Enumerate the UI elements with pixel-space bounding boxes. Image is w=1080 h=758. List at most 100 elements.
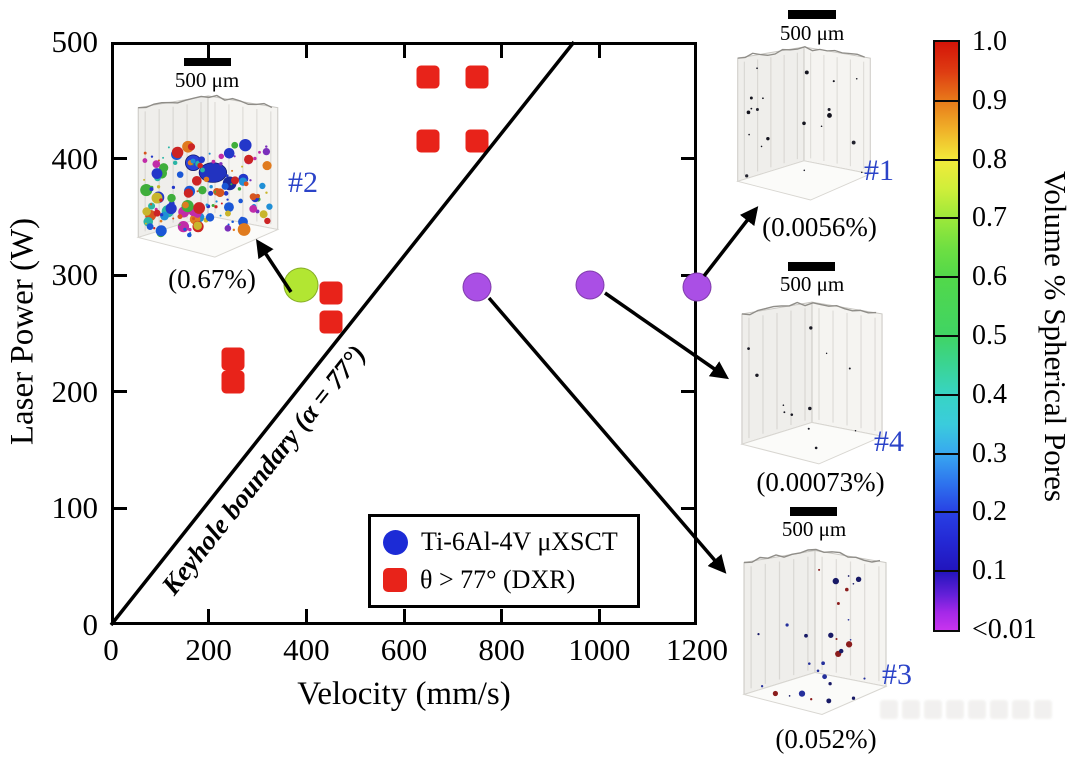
data-point-square	[221, 347, 245, 371]
pore	[783, 411, 786, 414]
pore	[755, 373, 759, 378]
pore	[200, 167, 205, 173]
pore	[265, 191, 268, 194]
legend: Ti-6Al-4V μXSCT θ > 77° (DXR)	[368, 514, 640, 608]
pore	[855, 576, 862, 582]
y-tick-label: 100	[51, 490, 99, 526]
x-tick	[500, 609, 504, 622]
x-tick-label: 0	[103, 632, 119, 667]
pore	[211, 203, 215, 207]
pore	[153, 209, 161, 217]
pore	[156, 185, 161, 189]
pore	[861, 171, 863, 174]
data-point-square	[465, 65, 489, 89]
pore	[808, 662, 811, 665]
pore	[143, 151, 147, 155]
y-tick-label: 200	[51, 373, 99, 409]
y-tick-label: 0	[82, 607, 99, 642]
pore	[198, 185, 207, 195]
data-point-square	[319, 281, 343, 305]
pore	[838, 648, 844, 654]
pore	[832, 80, 835, 83]
pore	[191, 175, 202, 186]
pore	[810, 698, 813, 701]
pore	[171, 185, 176, 190]
pore	[237, 187, 242, 191]
block-floor	[740, 421, 884, 465]
x-tick	[207, 609, 211, 622]
pore	[167, 193, 176, 203]
x-tick-label: 1200	[666, 632, 728, 667]
pore	[215, 200, 218, 203]
legend-item-label: θ > 77° (DXR)	[420, 565, 576, 594]
colorbar	[933, 40, 960, 632]
pore	[825, 352, 828, 355]
pore	[852, 582, 855, 585]
pore	[757, 633, 760, 636]
colorbar-tick-label: 0.3	[972, 437, 1007, 469]
pore	[262, 160, 272, 171]
rough-top-edge	[741, 301, 877, 316]
pore	[249, 193, 257, 201]
colorbar-separator	[935, 570, 958, 573]
pore	[152, 160, 161, 168]
pore	[756, 67, 758, 70]
scalebar	[788, 262, 835, 271]
sample-caption: (0.052%)	[775, 724, 877, 754]
pore	[244, 154, 254, 165]
pore	[231, 220, 234, 224]
pore	[746, 110, 751, 115]
sample-id-label: #1	[864, 154, 894, 187]
pore	[159, 213, 164, 217]
pore	[193, 202, 206, 214]
scalebar	[790, 507, 837, 516]
pore	[818, 568, 821, 571]
x-tick-label: 800	[478, 632, 525, 667]
pore	[760, 145, 763, 148]
pore	[143, 178, 146, 181]
pore	[146, 223, 154, 231]
pore	[237, 223, 251, 236]
pore	[211, 159, 216, 164]
x-tick-label: 400	[283, 632, 330, 667]
pore	[827, 108, 831, 112]
pore	[232, 228, 236, 232]
watermark-glyph	[968, 700, 986, 719]
pore	[219, 214, 222, 217]
pore	[264, 217, 271, 225]
pore	[262, 147, 271, 156]
pore	[747, 347, 750, 351]
pore	[187, 232, 192, 238]
data-point-square	[416, 129, 440, 153]
pore	[215, 188, 225, 198]
pore	[224, 224, 232, 232]
pore	[159, 198, 163, 202]
pore	[788, 695, 791, 697]
data-point-circle	[575, 270, 605, 300]
watermark	[880, 700, 1052, 719]
rough-top-edge	[743, 548, 881, 564]
pore	[176, 171, 184, 178]
pore	[836, 602, 840, 605]
data-point-square	[319, 310, 343, 334]
colorbar-title: Volume % Spherical Pores	[1038, 170, 1073, 502]
pore	[208, 190, 214, 196]
pore	[219, 162, 223, 166]
colorbar-separator	[935, 511, 958, 514]
ct-render-image-3	[742, 548, 888, 716]
pore	[803, 169, 806, 172]
data-point-square	[416, 65, 440, 89]
pore	[845, 587, 849, 592]
pore	[816, 669, 820, 673]
pore	[162, 156, 165, 159]
sample-card-4: 500 μm #4 (0.00073%)	[728, 255, 920, 500]
pore	[151, 168, 163, 179]
colorbar-tick-label: <0.01	[972, 614, 1037, 645]
scalebar-label: 500 μm	[779, 272, 845, 296]
colorbar-separator	[935, 335, 958, 337]
x-tick-top	[500, 45, 504, 58]
watermark-glyph	[1034, 700, 1052, 719]
pore	[177, 220, 190, 233]
pore	[214, 205, 218, 209]
